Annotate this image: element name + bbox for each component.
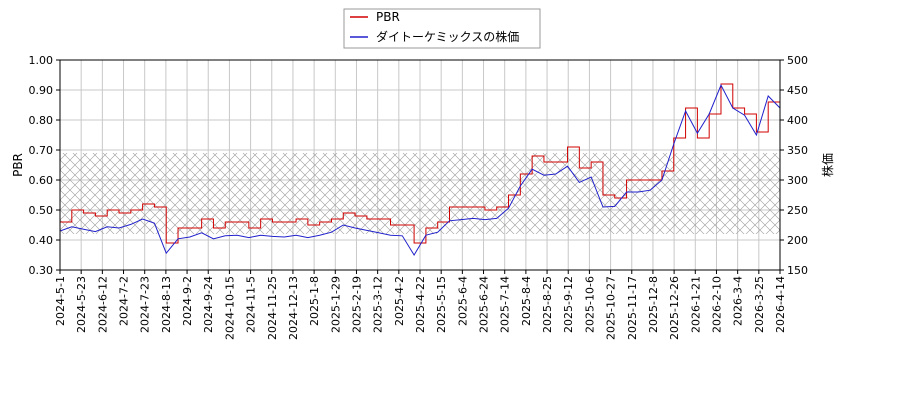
x-tick-label: 2025-3-12 — [372, 276, 385, 333]
left-tick-label: 0.60 — [29, 174, 54, 187]
right-tick-label: 500 — [787, 54, 808, 67]
x-tick-label: 2026-1-21 — [689, 276, 702, 333]
x-tick-label: 2026-4-14 — [774, 276, 787, 333]
x-tick-label: 2026-2-10 — [710, 276, 723, 333]
x-tick-label: 2025-8-4 — [520, 276, 533, 326]
left-tick-label: 0.40 — [29, 234, 54, 247]
right-axis-ticks: 150 200 250 300 350 400 450 500 — [780, 54, 808, 277]
x-axis-ticks: 2024-5-1 2024-5-23 2024-6-12 2024-7-2 2024-7… — [54, 270, 787, 340]
x-tick-label: 2024-6-12 — [96, 276, 109, 333]
x-tick-label: 2024-11-5 — [245, 276, 258, 333]
legend-label-stock-price: ダイトーケミックスの株価 — [376, 29, 519, 44]
left-tick-label: 0.90 — [29, 84, 54, 97]
x-tick-label: 2024-7-23 — [139, 276, 152, 333]
x-tick-label: 2024-11-25 — [266, 276, 279, 340]
left-tick-label: 0.30 — [29, 264, 54, 277]
left-tick-label: 0.70 — [29, 144, 54, 157]
left-tick-label: 1.00 — [29, 54, 54, 67]
x-tick-label: 2025-6-4 — [456, 276, 469, 326]
x-tick-label: 2025-8-25 — [541, 276, 554, 333]
x-tick-label: 2024-9-24 — [202, 276, 215, 333]
x-tick-label: 2025-4-2 — [393, 276, 406, 326]
y-axis-right-label: 株価 — [820, 153, 835, 177]
x-tick-label: 2025-6-24 — [478, 276, 491, 333]
legend: PBR ダイトーケミックスの株価 — [343, 8, 541, 49]
x-tick-label: 2024-5-23 — [75, 276, 88, 333]
x-tick-label: 2025-10-6 — [583, 276, 596, 333]
right-tick-label: 150 — [787, 264, 808, 277]
x-tick-label: 2024-9-2 — [181, 276, 194, 326]
legend-frame — [343, 8, 541, 49]
series-line-pbr — [60, 83, 780, 244]
x-tick-label: 2025-4-22 — [414, 276, 427, 333]
right-tick-label: 400 — [787, 114, 808, 127]
x-tick-label: 2024-8-13 — [160, 276, 173, 333]
x-tick-label: 2024-7-2 — [118, 276, 131, 326]
right-tick-label: 350 — [787, 144, 808, 157]
x-tick-label: 2025-11-17 — [626, 276, 639, 340]
x-tick-label: 2026-3-25 — [753, 276, 766, 333]
series-layer — [59, 83, 781, 256]
right-tick-label: 300 — [787, 174, 808, 187]
x-tick-label: 2024-10-15 — [223, 276, 236, 340]
x-tick-label: 2025-12-26 — [668, 276, 681, 340]
x-tick-label: 2025-1-29 — [329, 276, 342, 333]
x-tick-label: 2025-9-12 — [562, 276, 575, 333]
x-tick-label: 2026-3-4 — [732, 276, 745, 326]
x-tick-label: 2025-2-19 — [350, 276, 363, 333]
left-tick-label: 0.80 — [29, 114, 54, 127]
x-tick-label: 2025-12-8 — [647, 276, 660, 333]
y-axis-left-label: PBR — [11, 153, 25, 177]
series-line-stock-price — [59, 84, 781, 256]
left-axis-ticks: 0.30 0.40 0.50 0.60 0.70 0.80 0.90 1.00 — [29, 54, 60, 277]
x-tick-label: 2025-7-14 — [499, 276, 512, 333]
x-tick-label: 2025-1-8 — [308, 276, 321, 326]
x-tick-label: 2024-5-1 — [54, 276, 67, 326]
right-tick-label: 200 — [787, 234, 808, 247]
legend-label-pbr: PBR — [376, 10, 400, 24]
x-tick-label: 2024-12-13 — [287, 276, 300, 340]
x-tick-label: 2025-5-15 — [435, 276, 448, 333]
left-tick-label: 0.50 — [29, 204, 54, 217]
right-tick-label: 450 — [787, 84, 808, 97]
x-tick-label: 2025-10-27 — [605, 276, 618, 340]
shaded-band — [60, 153, 780, 234]
right-tick-label: 250 — [787, 204, 808, 217]
